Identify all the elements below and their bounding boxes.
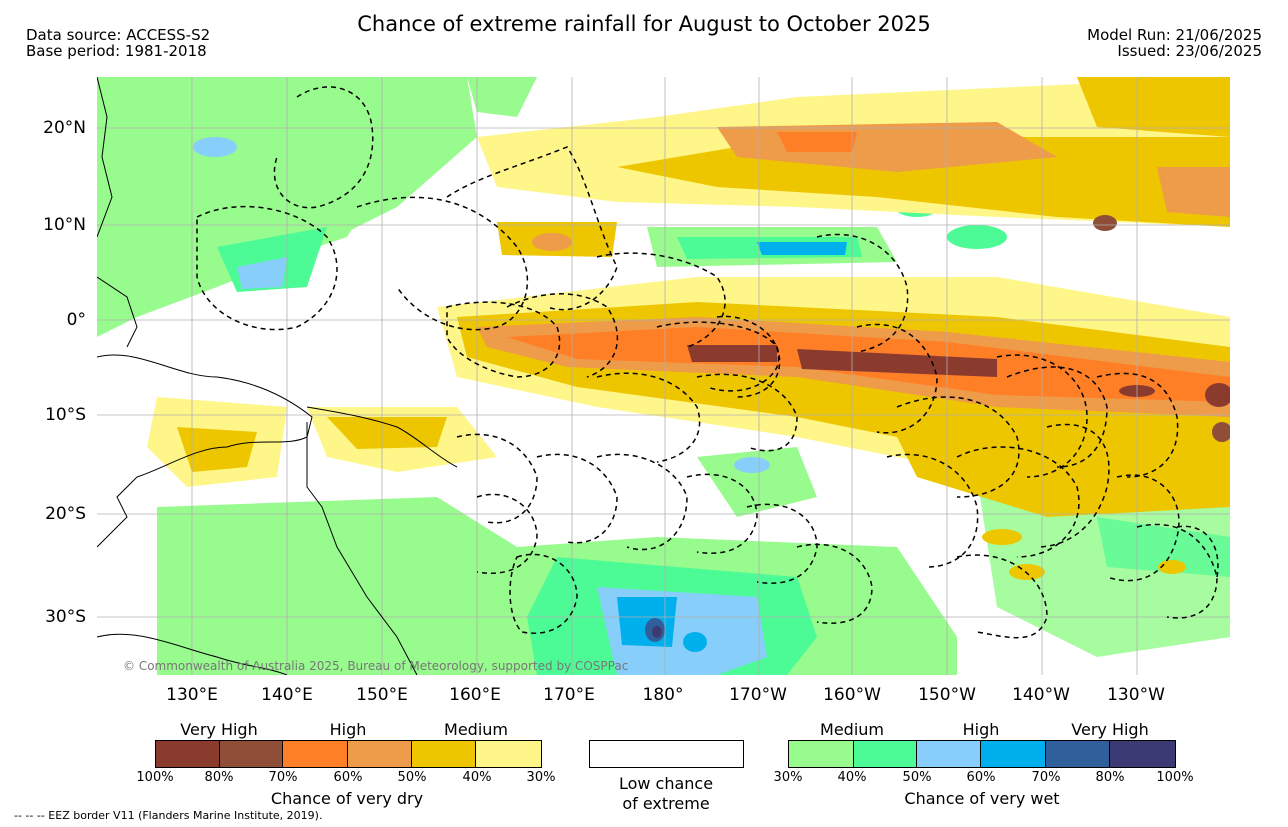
wet-tick-30: 30% xyxy=(773,770,803,785)
lat-tick-30s: 30°S xyxy=(45,607,86,627)
dry-swatch-40-30 xyxy=(476,741,542,767)
model-run-info: Model Run: 21/06/2025 Issued: 23/06/2025 xyxy=(1087,27,1262,59)
lon-tick-130e: 130°E xyxy=(166,685,218,705)
map-title: Chance of extreme rainfall for August to… xyxy=(357,12,931,36)
eez-footnote: -- -- -- EEZ border V11 (Flanders Marine… xyxy=(14,809,323,822)
eez-borders xyxy=(196,86,1219,639)
dry-swatch-70-60 xyxy=(283,741,349,767)
dry-category-very-high: Very High xyxy=(180,720,258,739)
dry-category-high: High xyxy=(329,720,367,739)
wet-category-medium: Medium xyxy=(820,720,884,739)
lat-tick-20s: 20°S xyxy=(45,504,86,524)
wet-tick-50: 50% xyxy=(902,770,932,785)
gridlines xyxy=(97,77,1230,675)
dry-tick-70: 70% xyxy=(268,770,298,785)
lon-tick-170e: 170°E xyxy=(543,685,595,705)
lat-tick-10s: 10°S xyxy=(45,405,86,425)
wet-swatch-50-60 xyxy=(917,741,982,767)
lon-tick-130w: 130°W xyxy=(1107,685,1165,705)
wet-tick-70: 70% xyxy=(1031,770,1061,785)
lon-tick-180: 180° xyxy=(642,685,684,705)
dry-tick-50: 50% xyxy=(397,770,427,785)
wet-tick-40: 40% xyxy=(837,770,867,785)
lon-tick-150w: 150°W xyxy=(918,685,976,705)
dry-tick-100: 100% xyxy=(136,770,174,785)
dry-regions xyxy=(147,77,1230,580)
rainfall-map xyxy=(97,77,1230,675)
data-source-line: Data source: ACCESS-S2 xyxy=(26,26,211,44)
wet-swatch-70-80 xyxy=(1045,741,1111,767)
base-period-line: Base period: 1981-2018 xyxy=(26,42,207,60)
lon-tick-160w: 160°W xyxy=(823,685,881,705)
map-canvas xyxy=(97,77,1230,675)
lat-tick-10n: 10°N xyxy=(43,215,86,235)
wet-tick-60: 60% xyxy=(966,770,996,785)
low-chance-swatch xyxy=(589,740,744,768)
dry-swatch-100-80 xyxy=(156,741,220,767)
lon-tick-160e: 160°E xyxy=(449,685,501,705)
dry-swatch-80-70 xyxy=(219,741,284,767)
lon-tick-170w: 170°W xyxy=(729,685,787,705)
coastlines xyxy=(97,77,458,675)
wet-tick-100: 100% xyxy=(1156,770,1194,785)
copyright-notice: © Commonwealth of Australia 2025, Bureau… xyxy=(123,659,629,673)
dry-swatch-60-50 xyxy=(348,741,412,767)
dry-tick-40: 40% xyxy=(462,770,492,785)
low-chance-line1: Low chance xyxy=(618,774,714,793)
dry-colorbar xyxy=(155,740,542,768)
issued-line: Issued: 23/06/2025 xyxy=(1117,42,1262,60)
wet-swatch-40-50 xyxy=(853,741,918,767)
dry-legend-label: Chance of very dry xyxy=(270,789,424,808)
dry-category-medium: Medium xyxy=(444,720,508,739)
dry-swatch-50-40 xyxy=(411,741,477,767)
wet-category-very-high: Very High xyxy=(1071,720,1149,739)
dry-tick-80: 80% xyxy=(204,770,234,785)
low-chance-line2: of extreme xyxy=(622,794,710,813)
wet-category-high: High xyxy=(962,720,1000,739)
dry-tick-60: 60% xyxy=(333,770,363,785)
wet-swatch-30-40 xyxy=(789,741,854,767)
lon-tick-140w: 140°W xyxy=(1012,685,1070,705)
wet-regions xyxy=(97,77,1230,675)
wet-legend-label: Chance of very wet xyxy=(904,789,1060,808)
dry-tick-30: 30% xyxy=(526,770,556,785)
lon-tick-150e: 150°E xyxy=(356,685,408,705)
lon-tick-140e: 140°E xyxy=(261,685,313,705)
low-chance-label: Low chance of extreme xyxy=(619,774,713,814)
data-source-info: Data source: ACCESS-S2 Base period: 1981… xyxy=(26,27,210,59)
wet-tick-80: 80% xyxy=(1095,770,1125,785)
lat-tick-20n: 20°N xyxy=(43,118,86,138)
wet-swatch-80-100 xyxy=(1110,741,1176,767)
lat-tick-0: 0° xyxy=(66,310,86,330)
model-run-line: Model Run: 21/06/2025 xyxy=(1087,26,1262,44)
wet-colorbar xyxy=(788,740,1176,768)
wet-swatch-60-70 xyxy=(981,741,1046,767)
